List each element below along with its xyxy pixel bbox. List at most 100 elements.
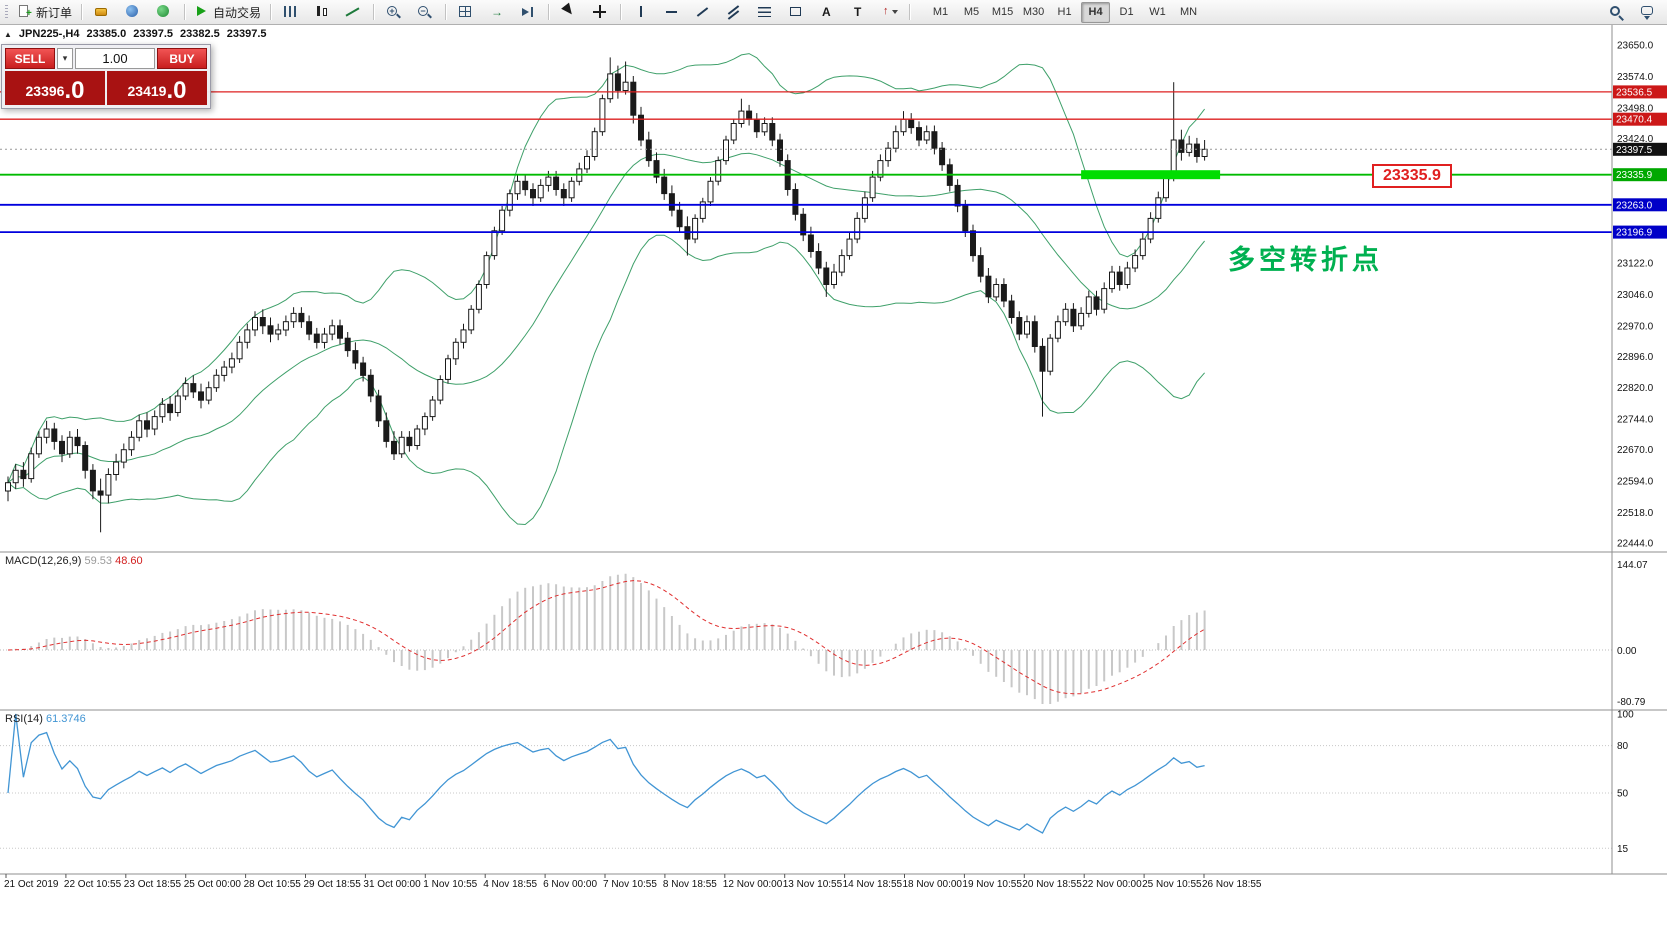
line-chart-button[interactable] (338, 1, 368, 23)
chart-close-value: 23397.5 (226, 28, 267, 40)
timeframe-h1-button[interactable]: H1 (1057, 5, 1072, 18)
svg-text:19 Nov 10:55: 19 Nov 10:55 (962, 879, 1022, 890)
volume-dropdown-button[interactable]: ▾ (57, 48, 73, 69)
toolbar-separator (548, 4, 550, 20)
search-button[interactable] (1602, 1, 1632, 23)
svg-text:15: 15 (1617, 844, 1629, 855)
zoom-out-icon (417, 4, 433, 20)
fibonacci-icon (757, 4, 773, 20)
svg-text:7 Nov 10:55: 7 Nov 10:55 (603, 879, 657, 890)
bollinger-bands (7, 53, 1205, 526)
shapes-button[interactable] (781, 1, 811, 23)
timeframe-m1-button[interactable]: M1 (932, 5, 949, 18)
text-button[interactable] (812, 1, 842, 23)
macd-main-value: 59.53 (84, 555, 113, 567)
crosshair-button[interactable] (585, 1, 615, 23)
crosshair-icon (592, 4, 608, 20)
bar-chart-button[interactable] (276, 1, 306, 23)
timeframe-d1-button[interactable]: D1 (1119, 5, 1134, 18)
svg-text:22820.0: 22820.0 (1617, 383, 1654, 394)
timeframe-m15-button[interactable]: M15 (991, 5, 1014, 18)
svg-text:22594.0: 22594.0 (1617, 477, 1654, 488)
rsi-value: 61.3746 (45, 713, 86, 725)
chat-button[interactable] (1633, 1, 1663, 23)
label-icon (850, 4, 866, 20)
one-click-trading-panel: SELL ▾ BUY 23396.0 23419.0 (1, 44, 211, 109)
macd-pane-label: MACD(12,26,9) 59.53 48.60 (5, 555, 143, 567)
toolbox-button[interactable] (87, 1, 117, 23)
toolbar-separator (909, 4, 911, 20)
price-axis: 23650.0 23574.0 23498.0 23424.0 23122.0 23046… (1613, 41, 1667, 550)
timeframe-m5-button[interactable]: M5 (963, 5, 980, 18)
toolbar-grip[interactable] (5, 4, 8, 20)
timeframe-m30-button[interactable]: M30 (1022, 5, 1045, 18)
search-icon (1609, 4, 1625, 20)
order-panel-prices-row: 23396.0 23419.0 (5, 71, 207, 105)
svg-text:25 Nov 10:55: 25 Nov 10:55 (1142, 879, 1202, 890)
auto-scroll-button[interactable] (482, 1, 512, 23)
candlestick-button[interactable] (307, 1, 337, 23)
svg-text:18 Nov 00:00: 18 Nov 00:00 (903, 879, 963, 890)
svg-text:20 Nov 18:55: 20 Nov 18:55 (1022, 879, 1082, 890)
svg-text:22444.0: 22444.0 (1617, 539, 1654, 550)
sell-price-display[interactable]: 23396.0 (5, 71, 105, 105)
cursor-button[interactable] (554, 1, 584, 23)
hlines-layer (0, 91, 1612, 234)
svg-text:0.00: 0.00 (1617, 646, 1637, 657)
buy-price-big-digits: .0 (166, 77, 187, 104)
line-chart-icon (345, 4, 361, 20)
sell-button[interactable]: SELL (5, 48, 55, 69)
tile-windows-button[interactable] (451, 1, 481, 23)
tile-icon (458, 4, 474, 20)
macd-panel: 144.07 0.00 -80.79 (0, 560, 1648, 708)
svg-text:80: 80 (1617, 741, 1629, 752)
label-button[interactable] (843, 1, 873, 23)
zoom-out-button[interactable] (410, 1, 440, 23)
timeframe-mn-button[interactable]: MN (1179, 5, 1198, 18)
svg-text:23 Oct 18:55: 23 Oct 18:55 (124, 879, 182, 890)
buy-price-display[interactable]: 23419.0 (107, 71, 207, 105)
toolbar-separator (270, 4, 272, 20)
play-icon (194, 4, 210, 20)
rsi-label-text: RSI(14) (5, 713, 43, 725)
channel-button[interactable] (719, 1, 749, 23)
horizontal-line-button[interactable] (657, 1, 687, 23)
svg-text:23470.4: 23470.4 (1616, 115, 1653, 126)
volume-input[interactable] (75, 48, 155, 69)
new-order-button[interactable]: 新订单 (13, 1, 76, 23)
svg-text:4 Nov 18:55: 4 Nov 18:55 (483, 879, 537, 890)
svg-text:100: 100 (1617, 710, 1634, 721)
svg-text:22 Nov 00:00: 22 Nov 00:00 (1082, 879, 1142, 890)
price-flag-label[interactable]: 23335.9 (1372, 164, 1452, 188)
vertical-line-button[interactable] (626, 1, 656, 23)
toolbar-separator (184, 4, 186, 20)
svg-text:14 Nov 18:55: 14 Nov 18:55 (843, 879, 903, 890)
timeframe-w1-button[interactable]: W1 (1149, 5, 1166, 18)
timeframe-group: M1 M5 M15 M30 H1 H4 D1 W1 MN (925, 1, 1204, 23)
svg-text:23574.0: 23574.0 (1617, 72, 1654, 83)
chart-open-value: 23385.0 (86, 28, 127, 40)
community-button[interactable] (149, 1, 179, 23)
svg-text:50: 50 (1617, 789, 1629, 800)
hline-icon (664, 4, 680, 20)
macd-signal-value: 48.60 (115, 555, 143, 567)
sell-price-main: 23396 (25, 83, 65, 99)
svg-text:21 Oct 2019: 21 Oct 2019 (4, 879, 59, 890)
arrow-tools-button[interactable] (874, 1, 904, 23)
pivot-point-annotation[interactable]: 多空转折点 (1228, 245, 1383, 275)
profile-button[interactable] (118, 1, 148, 23)
toolbar-separator (620, 4, 622, 20)
new-order-button-label: 新订单 (36, 5, 73, 20)
trendline-button[interactable] (688, 1, 718, 23)
timeframe-h4-button[interactable]: H4 (1081, 1, 1111, 23)
chart-low-value: 23382.5 (180, 28, 220, 40)
chart-shift-button[interactable] (513, 1, 543, 23)
toolbar-separator (81, 4, 83, 20)
buy-button[interactable]: BUY (157, 48, 207, 69)
zoom-in-button[interactable] (379, 1, 409, 23)
autotrading-button[interactable]: 自动交易 (190, 1, 265, 23)
buy-price-main: 23419 (127, 83, 167, 99)
chart-collapse-icon[interactable]: ▲ (4, 30, 12, 39)
fibonacci-button[interactable] (750, 1, 780, 23)
